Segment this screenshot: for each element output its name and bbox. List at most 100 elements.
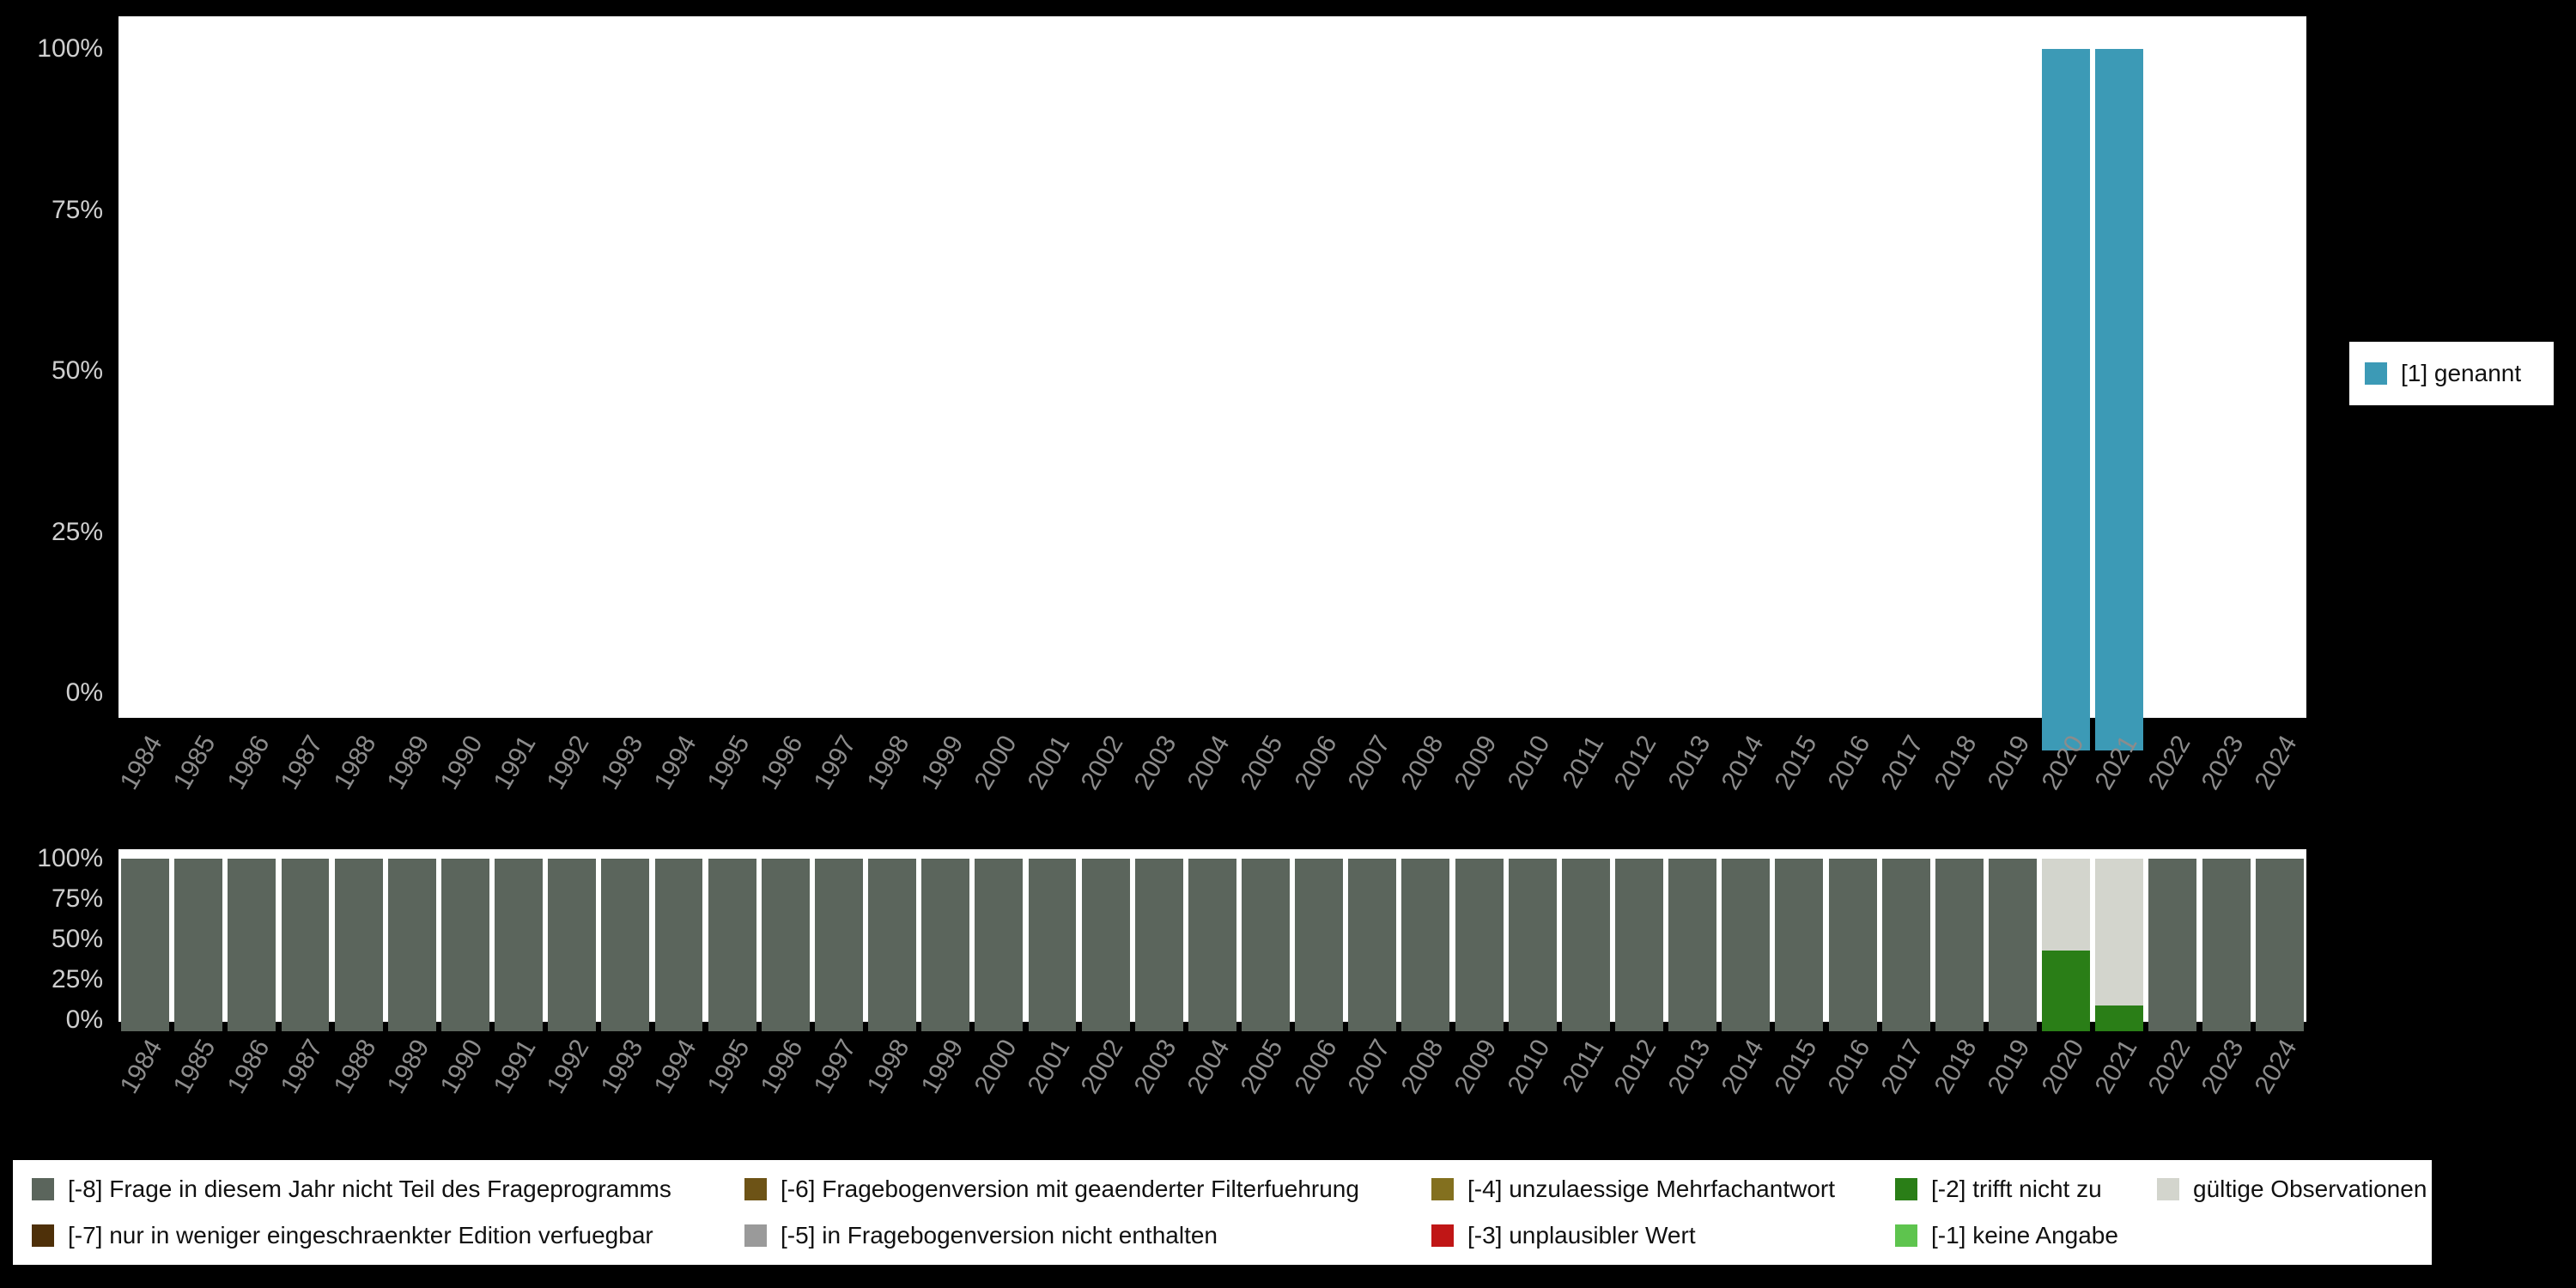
bar-segment — [1242, 859, 1290, 1031]
x-tick-label: 1999 — [915, 731, 969, 795]
x-tick-label: 2005 — [1236, 1035, 1289, 1099]
bar-slot-1985 — [172, 859, 225, 1031]
bar-2012 — [1615, 859, 1663, 1031]
bar-2014 — [1722, 49, 1770, 750]
legend-swatch — [744, 1224, 767, 1247]
bar-2010 — [1508, 859, 1557, 1031]
y-tick-label: 100% — [37, 34, 103, 63]
legend-item-label: [-4] unzulaessige Mehrfachantwort — [1467, 1176, 1835, 1202]
bar-slot-1992 — [545, 49, 598, 750]
x-tick-label: 1985 — [168, 731, 222, 795]
x-tick-label: 2003 — [1128, 1035, 1182, 1099]
legend-swatch — [1431, 1224, 1454, 1247]
x-tick-label: 1988 — [328, 731, 382, 795]
bar-slot-1990 — [439, 49, 492, 750]
x-tick-label: 2013 — [1662, 1035, 1716, 1099]
y-tick-label: 0% — [65, 678, 103, 707]
bar-2000 — [975, 859, 1024, 1031]
bar-segment — [2148, 859, 2197, 1031]
bar-segment — [1668, 859, 1717, 1031]
bar-slot-1989 — [386, 49, 439, 750]
x-tick-label: 2013 — [1662, 731, 1716, 795]
bar-slot-2000 — [972, 859, 1025, 1031]
missings-chart-y-axis: 100% 75% 50% 25% 0% — [0, 846, 110, 1033]
bar-2007 — [1348, 49, 1396, 750]
bar-slot-2001 — [1025, 859, 1078, 1031]
x-tick-label: 2010 — [1502, 1035, 1556, 1099]
bar-segment — [174, 859, 223, 1031]
bar-1993 — [601, 859, 650, 1031]
x-tick-label: 2014 — [1716, 1035, 1770, 1099]
bar-1988 — [334, 859, 383, 1031]
x-tick-label: 1998 — [862, 1035, 915, 1099]
bar-2002 — [1081, 859, 1130, 1031]
legend-item: [-1] keine Angabe — [1895, 1222, 2157, 1249]
bar-1987 — [281, 859, 330, 1031]
bar-1988 — [335, 49, 383, 750]
x-tick-label: 1996 — [755, 731, 809, 795]
bar-2019 — [1989, 49, 2037, 750]
bar-segment — [2042, 49, 2091, 750]
bar-segment — [1081, 859, 1130, 1031]
bar-segment — [1295, 859, 1344, 1031]
bar-segment — [814, 859, 863, 1031]
bar-slot-2016 — [1826, 49, 1880, 750]
bar-slot-2018 — [1933, 859, 1986, 1031]
legend-item: [-7] nur in weniger eingeschraenkter Edi… — [32, 1222, 744, 1249]
legend-swatch — [744, 1178, 767, 1200]
bar-1996 — [762, 49, 810, 750]
x-tick-label: 1995 — [702, 731, 756, 795]
bar-1999 — [921, 859, 970, 1031]
bar-slot-1999 — [919, 49, 972, 750]
missings-chart-panel — [118, 849, 2306, 1031]
bar-slot-1995 — [706, 859, 759, 1031]
x-tick-label: 1986 — [222, 731, 276, 795]
bar-segment — [1935, 859, 1984, 1031]
bar-segment — [2042, 950, 2091, 1031]
bar-1985 — [174, 49, 222, 750]
bar-segment — [975, 859, 1024, 1031]
x-tick-label: 2002 — [1075, 1035, 1129, 1099]
bar-slot-2005 — [1239, 49, 1292, 750]
x-tick-label: 2023 — [2196, 731, 2250, 795]
bar-slot-1997 — [812, 49, 866, 750]
bar-2016 — [1829, 49, 1877, 750]
bar-segment — [440, 859, 489, 1031]
bar-segment — [1508, 859, 1557, 1031]
bar-1996 — [761, 859, 810, 1031]
bar-slot-2002 — [1079, 49, 1133, 750]
bar-slot-2019 — [1986, 49, 2039, 750]
genannt-legend-swatch — [2365, 362, 2387, 385]
bar-1984 — [121, 859, 170, 1031]
bar-2000 — [975, 49, 1023, 750]
legend-item-label: [-3] unplausibler Wert — [1467, 1222, 1696, 1249]
x-tick-label: 2021 — [2089, 731, 2143, 795]
frequency-chart-plot — [118, 49, 2306, 750]
bar-slot-2018 — [1933, 49, 1986, 750]
bar-slot-2000 — [972, 49, 1025, 750]
bar-slot-2009 — [1453, 49, 1506, 750]
frequency-legend: [1] genannt — [2349, 342, 2554, 405]
x-tick-label: 2012 — [1609, 731, 1663, 795]
bar-2021 — [2095, 49, 2144, 750]
x-tick-label: 2009 — [1449, 1035, 1503, 1099]
x-tick-label: 2020 — [2036, 1035, 2090, 1099]
legend-item: [-8] Frage in diesem Jahr nicht Teil des… — [32, 1176, 744, 1203]
bar-2001 — [1029, 49, 1077, 750]
bar-slot-2011 — [1559, 859, 1613, 1031]
bar-segment — [334, 859, 383, 1031]
bar-1990 — [441, 49, 489, 750]
x-tick-label: 1994 — [648, 731, 702, 795]
x-tick-label: 2011 — [1557, 731, 1609, 793]
y-tick-label: 100% — [37, 844, 103, 872]
x-tick-label: 1992 — [542, 1035, 596, 1099]
bar-2005 — [1242, 49, 1290, 750]
legend-item: [-5] in Fragebogenversion nicht enthalte… — [744, 1222, 1431, 1249]
bar-segment — [1188, 859, 1236, 1031]
bar-slot-2016 — [1826, 859, 1880, 1031]
bar-segment — [2095, 859, 2144, 1005]
x-tick-label: 1990 — [434, 731, 489, 795]
legend-swatch — [1895, 1178, 1917, 1200]
bar-slot-2012 — [1613, 49, 1666, 750]
x-tick-label: 1987 — [275, 731, 329, 795]
